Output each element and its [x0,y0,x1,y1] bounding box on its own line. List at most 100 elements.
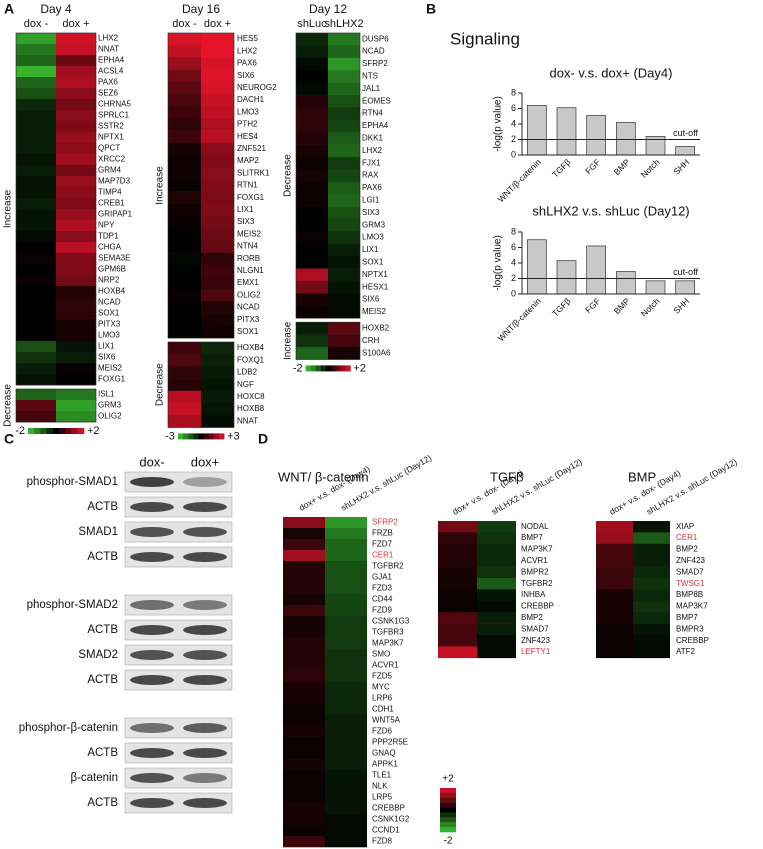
gene-label: CREB1 [98,199,125,208]
x-tick-label: TGFβ [550,157,573,180]
x-tick-label: BMP [612,296,632,316]
heatmap-cell [16,297,56,309]
gene-label: TGFBR3 [372,628,404,637]
gene-label: NLK [372,782,388,791]
heatmap-cell [596,521,633,533]
colorbar-swatch [440,817,456,823]
heatmap-cell [16,400,56,412]
heatmap-cell [16,341,56,353]
heatmap-cell [168,390,201,404]
gene-label: SLITRK1 [237,168,270,177]
blot-band [130,527,174,537]
blot-band [183,798,227,808]
heatmap-cell [296,305,328,319]
heatmap-cell [168,366,201,379]
heatmap-cell [325,748,367,760]
gene-label: NTS [362,72,378,81]
heatmap-cell [283,836,325,848]
gene-label: TLE1 [372,771,392,780]
heatmap-cell [168,354,201,367]
gene-label: NRP2 [98,276,120,285]
heatmap-cell [283,649,325,661]
heatmap-cell [325,517,367,529]
gene-label: TIMP4 [98,188,122,197]
x-tick-label: Notch [639,157,662,180]
heatmap-cell [201,216,234,229]
heatmap-cell [325,550,367,562]
heatmap-cell [201,252,234,266]
heatmap-cell [56,55,96,67]
gene-label: NNAT [237,416,258,425]
heatmap-cell [325,770,367,782]
colorbar-swatch [440,802,456,808]
heatmap-cell [16,374,56,386]
gene-label: LRP6 [372,694,393,703]
heatmap-cell [168,228,201,241]
gene-label: LEFTY1 [521,647,551,656]
blot-band [130,723,174,733]
heatmap-cell [16,143,56,155]
gene-label: EPHA4 [362,121,389,130]
colorbar-swatch [193,433,199,440]
heatmap-cell [56,110,96,122]
panel-label: B [426,1,436,17]
blot-band [130,552,174,562]
blot-band [183,748,227,758]
y-axis-label: -log(p value) [493,235,504,291]
gene-label: GJA1 [372,573,393,582]
colorbar-swatch [46,428,54,434]
heatmap-cell [633,635,670,647]
heatmap-cell [56,66,96,78]
heatmap-cell [325,583,367,595]
heatmap-cell [56,374,96,386]
heatmap-cell [56,209,96,221]
gene-label: CRH [362,336,380,345]
y-tick-label: 8 [511,226,516,236]
heatmap-cell [201,167,234,180]
heatmap-cell [325,528,367,540]
gene-label: FJX1 [362,158,381,167]
gene-label: RORB [237,254,260,263]
colorbar-tick-label: -3 [165,430,175,442]
heatmap-cell [56,33,96,45]
heatmap-cell [283,528,325,540]
heatmap-cell [168,33,201,46]
gene-label: FRZB [372,529,393,538]
heatmap-cell [283,781,325,793]
heatmap-cell [296,107,328,121]
blot-band [183,552,227,562]
blot-strip [124,792,233,814]
gene-label: HES5 [237,34,258,43]
blot-strip [124,644,233,666]
x-tick-label: SHH [671,157,691,177]
gene-label: FOXQ1 [237,355,265,364]
y-tick-label: 8 [511,87,516,97]
blot-band [183,477,227,487]
heatmap-cell [477,532,516,545]
colorbar-tick-label: -2 [293,362,303,374]
blot-column-label: dox- [139,454,164,469]
heatmap-cell [283,737,325,749]
heatmap-cell [477,623,516,636]
gene-label: FZD8 [372,837,393,846]
blot-strip [124,496,233,518]
gene-label: NODAL [521,522,549,531]
colorbar-tick-label: -2 [15,425,25,437]
heatmap-cell [438,578,477,590]
panel-label: C [4,431,14,447]
heatmap-cell [56,352,96,364]
heatmap-cell [325,682,367,694]
heatmap-title: Day 12 [309,2,347,16]
chart-title: shLHX2 v.s. shLuc (Day12) [532,203,689,218]
gene-label: MAP2 [237,156,259,165]
heatmap-cell [296,132,328,145]
gene-label: NTN4 [237,242,258,251]
heatmap-cell [201,94,234,107]
heatmap-cell [201,240,234,253]
gene-label: PITX3 [237,315,260,324]
gene-label: OLIG2 [98,412,122,421]
y-axis-label: -log(p value) [493,96,504,152]
gene-label: MAP3K7 [676,602,708,611]
colorbar-swatch [310,365,316,372]
gene-label: NNAT [98,45,119,54]
